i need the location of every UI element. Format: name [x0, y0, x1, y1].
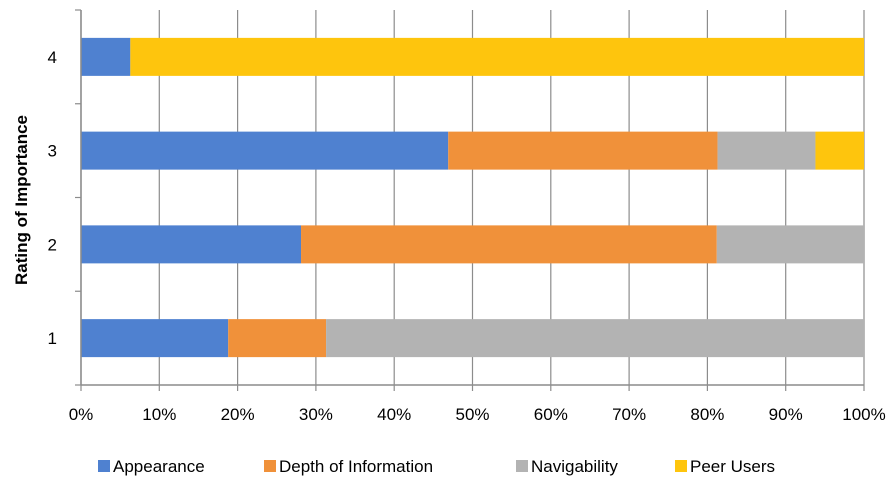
- bar-segment-peer-users-3: [815, 131, 864, 170]
- y-tick-label: 4: [48, 48, 57, 67]
- bar-segment-depth-of-information-3: [448, 131, 718, 170]
- bar-segment-depth-of-information-1: [228, 319, 327, 358]
- legend-label: Navigability: [531, 457, 618, 476]
- legend-label: Peer Users: [690, 457, 775, 476]
- x-tick-label: 70%: [612, 405, 646, 424]
- y-axis-title: Rating of Importance: [12, 115, 31, 285]
- bars: [81, 37, 865, 358]
- x-tick-label: 100%: [842, 405, 885, 424]
- bar-segment-appearance-1: [81, 319, 229, 358]
- y-tick-label: 2: [48, 235, 57, 254]
- x-tick-label: 20%: [221, 405, 255, 424]
- bar-segment-appearance-4: [81, 37, 131, 76]
- legend-label: Appearance: [113, 457, 205, 476]
- y-tick-label: 1: [48, 329, 57, 348]
- bar-segment-appearance-3: [81, 131, 449, 170]
- legend-swatch: [264, 460, 276, 472]
- x-tick-label: 0%: [69, 405, 94, 424]
- x-tick-label: 80%: [690, 405, 724, 424]
- x-tick-label: 60%: [534, 405, 568, 424]
- x-tick-label: 40%: [377, 405, 411, 424]
- legend-swatch: [516, 460, 528, 472]
- bar-segment-depth-of-information-2: [301, 225, 717, 264]
- legend: Appearance Depth of Information Navigabili…: [98, 457, 775, 476]
- y-tick-label: 3: [48, 142, 57, 161]
- bar-segment-navigability-3: [717, 131, 816, 170]
- bar-segment-navigability-2: [716, 225, 864, 264]
- x-tick-label: 10%: [142, 405, 176, 424]
- legend-item: Navigability: [516, 457, 618, 476]
- legend-item: Depth of Information: [264, 457, 433, 476]
- bar-segment-peer-users-4: [130, 37, 865, 76]
- legend-swatch: [675, 460, 687, 472]
- legend-label: Depth of Information: [279, 457, 433, 476]
- x-tick-label: 90%: [769, 405, 803, 424]
- legend-item: Appearance: [98, 457, 205, 476]
- x-tick-label: 50%: [455, 405, 489, 424]
- legend-swatch: [98, 460, 110, 472]
- x-tick-label: 30%: [299, 405, 333, 424]
- bar-segment-appearance-2: [81, 225, 302, 264]
- bar-segment-navigability-1: [326, 319, 865, 358]
- legend-item: Peer Users: [675, 457, 775, 476]
